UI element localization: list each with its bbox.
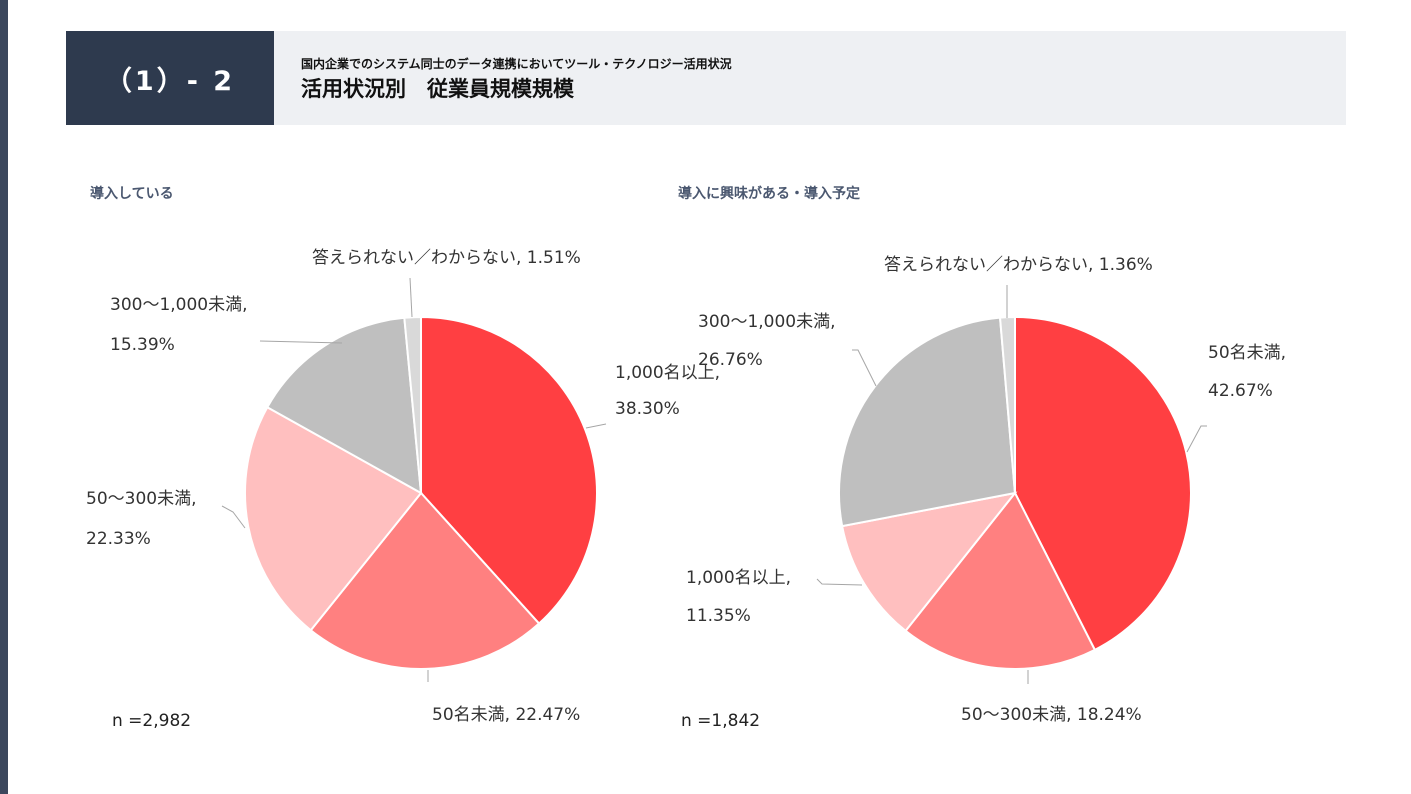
slice-data-label: 50～300未満, 18.24% bbox=[961, 705, 1142, 725]
slice-data-label: 15.39% bbox=[110, 335, 175, 355]
slice-data-label: 22.33% bbox=[86, 529, 151, 549]
slice-data-label: 300～1,000未満, bbox=[110, 295, 248, 315]
pie-chart-introduced: 1,000名以上, 38.30% 50名未満, 22.47% 50～300未満, 22.… bbox=[86, 248, 720, 725]
leader-line bbox=[409, 277, 413, 318]
slice-data-label: 答えられない／わからない, 1.36% bbox=[884, 255, 1153, 275]
pie-slice bbox=[244, 405, 423, 632]
slice-data-label: 300～1,000未満, bbox=[698, 312, 836, 332]
leader-line bbox=[585, 423, 607, 429]
pie-slice bbox=[838, 316, 1017, 528]
chart-title-interested: 導入に興味がある・導入予定 bbox=[678, 186, 860, 202]
left-accent-bar bbox=[0, 0, 8, 794]
section-number: （1）- 2 bbox=[66, 31, 274, 125]
header-main-title: 活用状況別 従業員規模規模 bbox=[301, 77, 574, 101]
pie-slice bbox=[420, 315, 598, 625]
leader-line bbox=[259, 340, 343, 344]
slice-data-label: 50名未満, bbox=[1208, 343, 1286, 363]
pie-slice bbox=[403, 315, 422, 494]
slice-data-label: 答えられない／わからない, 1.51% bbox=[312, 248, 581, 268]
slice-data-label: 26.76% bbox=[698, 350, 763, 370]
pie-chart-interested: 50名未満, 42.67% 50～300未満, 18.24% 1,000名以上, 11.… bbox=[686, 255, 1286, 725]
pie-slice bbox=[265, 316, 423, 495]
pie-slice bbox=[840, 491, 1018, 633]
pie-slice bbox=[1014, 315, 1192, 652]
pie-slice bbox=[904, 491, 1097, 670]
leader-line bbox=[852, 349, 877, 387]
slice-data-label: 50～300未満, bbox=[86, 489, 196, 509]
chart-title-introduced: 導入している bbox=[90, 186, 174, 202]
leader-line bbox=[816, 578, 863, 586]
slice-data-label: 1,000名以上, bbox=[686, 568, 791, 588]
slice-data-label: 38.30% bbox=[615, 399, 680, 419]
pie-slice bbox=[998, 315, 1016, 494]
header-title-block: 国内企業でのシステム同士のデータ連携においてツール・テクノロジー活用状況 活用状… bbox=[274, 31, 1346, 125]
leader-line bbox=[1186, 425, 1207, 453]
leader-line bbox=[221, 505, 246, 529]
sample-size-introduced: n =2,982 bbox=[112, 711, 192, 731]
sample-size-interested: n =1,842 bbox=[681, 711, 761, 731]
slice-data-label: 11.35% bbox=[686, 606, 751, 626]
pie-slice bbox=[309, 491, 541, 671]
slice-data-label: 1,000名以上, bbox=[615, 363, 720, 383]
slice-data-label: 42.67% bbox=[1208, 381, 1273, 401]
header-subtitle: 国内企業でのシステム同士のデータ連携においてツール・テクノロジー活用状況 bbox=[301, 57, 732, 71]
slice-data-label: 50名未満, 22.47% bbox=[432, 705, 580, 725]
